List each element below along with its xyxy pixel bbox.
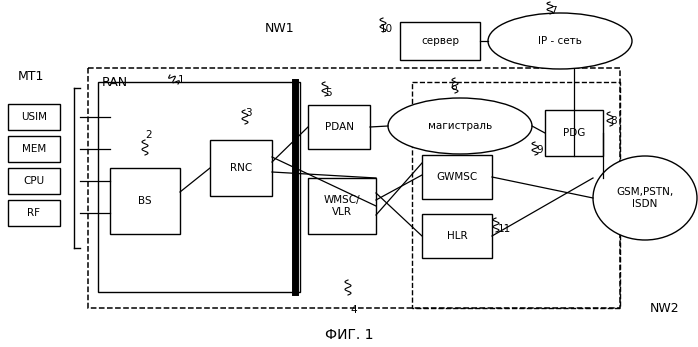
Bar [88,68,620,308]
Text: HLR: HLR [447,231,468,241]
Bar [422,214,492,258]
Text: NW1: NW1 [265,22,295,35]
Text: WMSC/
VLR: WMSC/ VLR [324,195,360,217]
Ellipse shape [388,98,532,154]
Text: MT1: MT1 [18,70,45,83]
Text: 6: 6 [450,82,456,92]
Text: PDG: PDG [563,128,585,138]
Bar [412,82,620,308]
Text: 1: 1 [178,75,185,85]
Text: CPU: CPU [24,176,45,186]
Text: 7: 7 [550,6,556,16]
Ellipse shape [593,156,697,240]
Bar [422,155,492,199]
Ellipse shape [488,13,632,69]
Text: GWMSC: GWMSC [436,172,477,182]
Text: 3: 3 [245,108,251,118]
Bar [98,82,300,292]
Text: сервер: сервер [421,36,459,46]
Text: NW2: NW2 [650,302,680,315]
Bar [8,200,60,226]
Text: 9: 9 [536,145,542,155]
Bar [308,178,376,234]
Text: 11: 11 [498,224,511,234]
Text: магистраль: магистраль [428,121,492,131]
Bar [308,105,370,149]
Text: 5: 5 [325,88,332,98]
Text: IP - сеть: IP - сеть [538,36,582,46]
Text: GSM,PSTN,
ISDN: GSM,PSTN, ISDN [616,187,674,209]
Text: BS: BS [138,196,151,206]
Bar [210,140,272,196]
Text: RF: RF [27,208,40,218]
Text: 8: 8 [610,116,616,126]
Text: USIM: USIM [21,112,47,122]
Bar [400,22,480,60]
Bar [8,168,60,194]
Bar [8,104,60,130]
Text: 4: 4 [350,305,357,315]
Text: ФИГ. 1: ФИГ. 1 [325,328,373,342]
Text: RAN: RAN [102,76,128,89]
Text: PDAN: PDAN [325,122,353,132]
Text: 2: 2 [145,130,151,140]
Bar [545,110,603,156]
Bar [110,168,180,234]
Text: RNC: RNC [230,163,252,173]
Text: MEM: MEM [22,144,46,154]
Bar [8,136,60,162]
Text: 10: 10 [380,24,393,34]
